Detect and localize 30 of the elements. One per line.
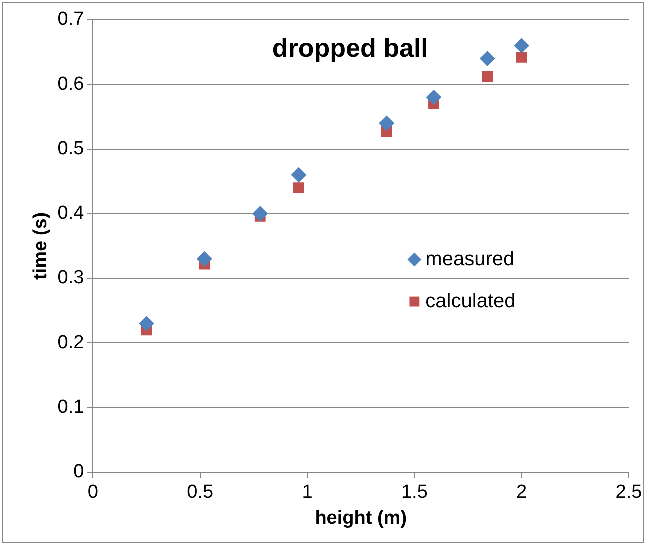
point xyxy=(514,38,530,54)
x-tick-label: 0.5 xyxy=(187,482,214,504)
x-tick-label: 2 xyxy=(516,482,528,504)
y-tick-label: 0.1 xyxy=(58,397,84,418)
x-tick-label: 2.5 xyxy=(616,482,642,504)
y-tick-label: 0.3 xyxy=(58,268,84,289)
x-tick-label: 1 xyxy=(302,482,313,504)
point xyxy=(197,252,212,267)
x-tick-label: 1.5 xyxy=(401,482,428,504)
x-axis-title: height (m) xyxy=(315,508,408,529)
point xyxy=(291,168,306,183)
y-tick-label: 0.2 xyxy=(58,332,84,354)
point xyxy=(480,51,496,66)
point xyxy=(252,206,268,222)
legend-label: measured xyxy=(426,248,515,270)
y-axis-title: time (s) xyxy=(30,212,52,280)
point xyxy=(482,71,493,82)
text: dropped ball xyxy=(272,33,428,64)
y-tick-label: 0.4 xyxy=(58,203,85,224)
legend-label: calculated xyxy=(426,290,516,312)
y-tick-label: 0 xyxy=(74,462,84,483)
y-tick-label: 0.6 xyxy=(58,74,84,95)
point xyxy=(139,316,154,332)
y-tick-label: 0.5 xyxy=(58,138,84,160)
x-tick-label: 0 xyxy=(88,482,98,504)
point xyxy=(294,182,304,194)
point xyxy=(379,116,394,131)
point xyxy=(426,90,442,106)
point xyxy=(516,52,528,63)
y-tick-label: 0.7 xyxy=(58,9,84,30)
